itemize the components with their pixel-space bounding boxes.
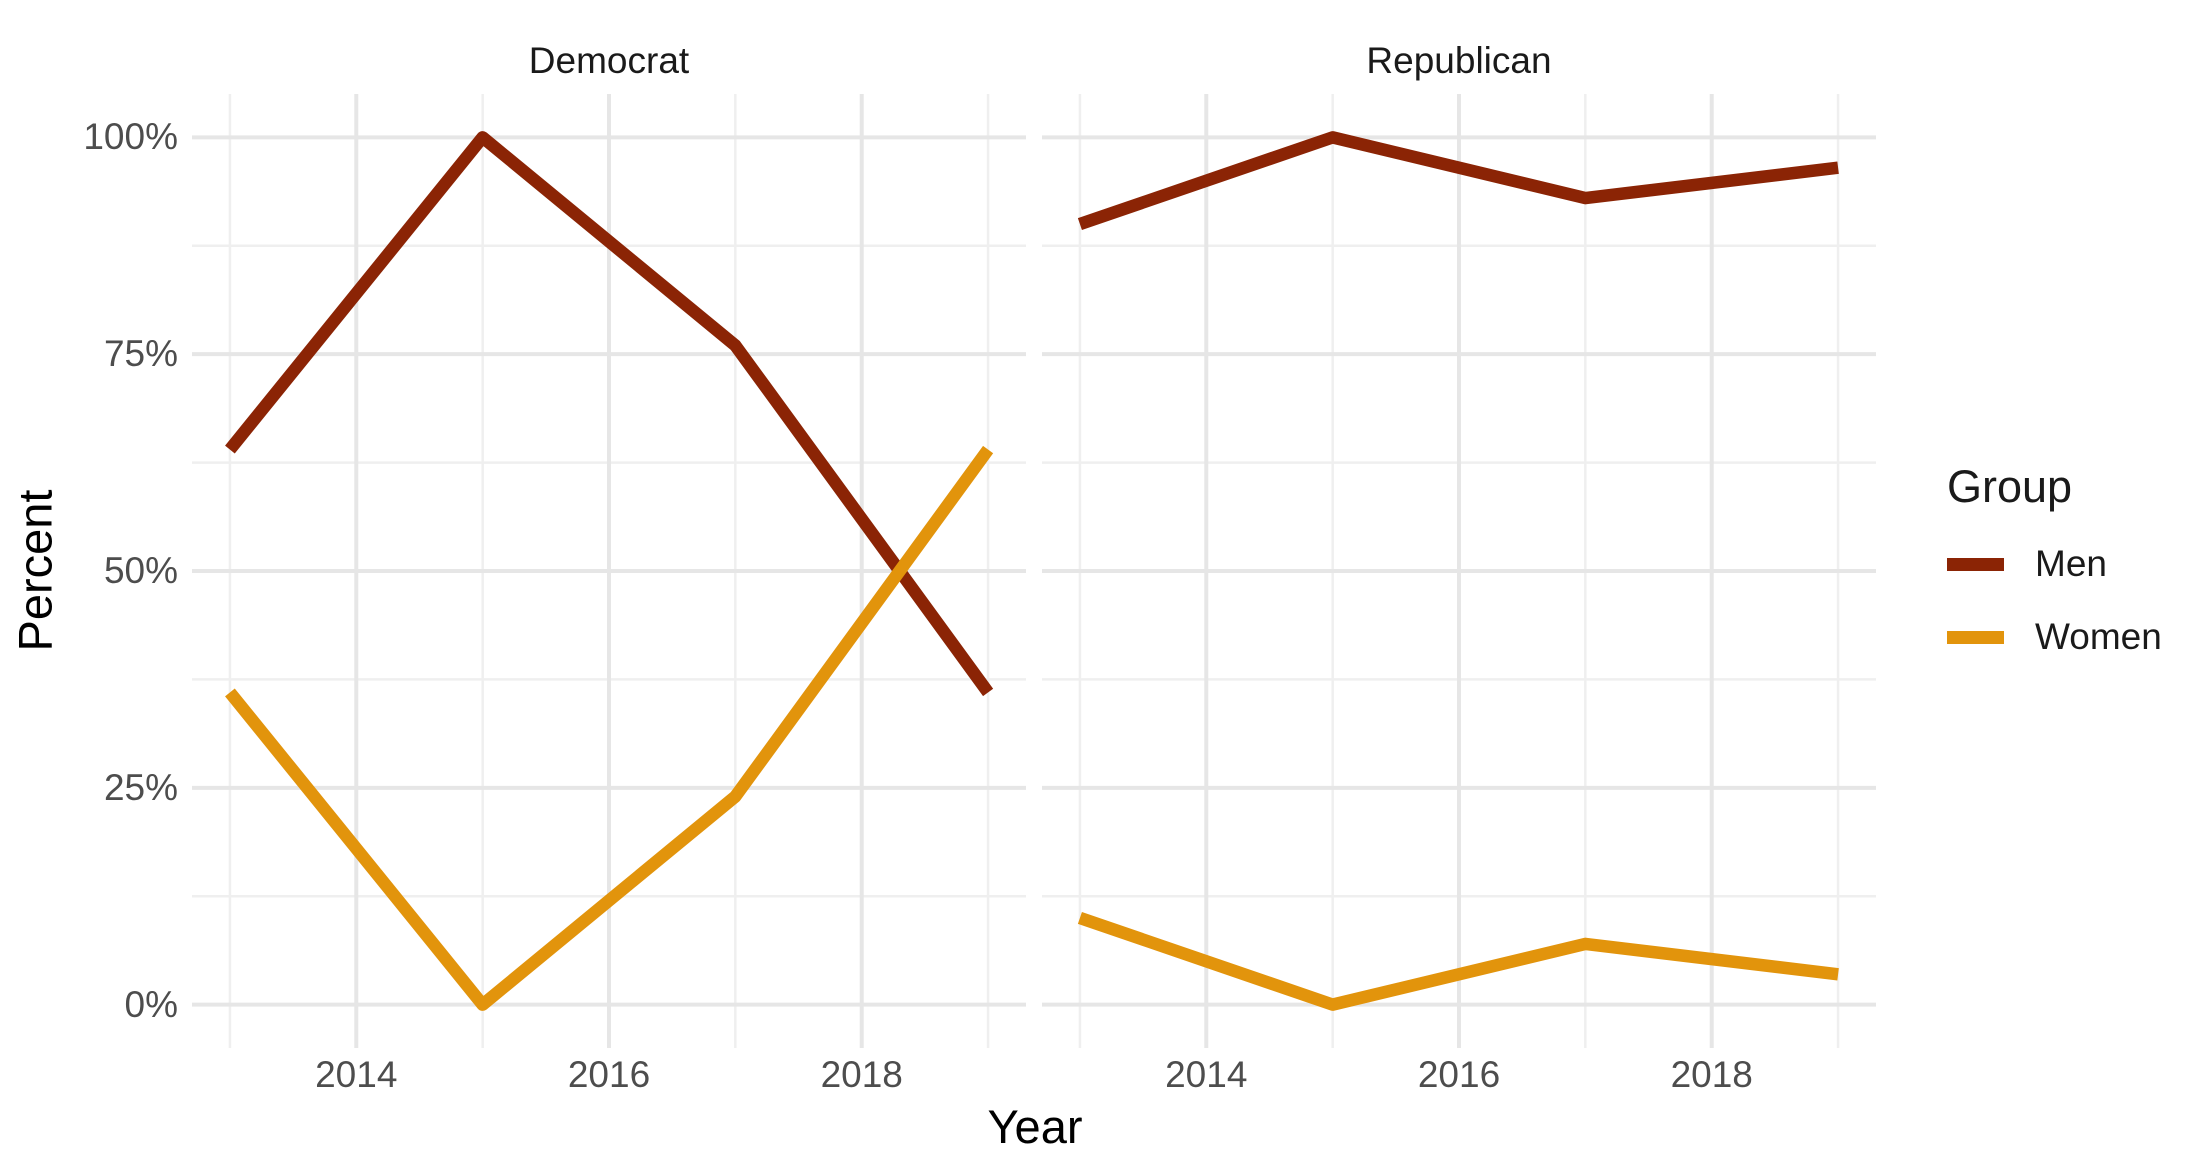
facet-title-republican: Republican	[1366, 40, 1552, 81]
women-line-swatch	[1947, 630, 2004, 644]
y-axis-tick-label: 75%	[103, 333, 178, 375]
x-axis-tick-label: 2016	[1417, 1054, 1501, 1095]
x-axis-tick-label: 2018	[1670, 1054, 1753, 1095]
y-axis-tick-label: 25%	[103, 766, 178, 808]
facet-title-democrat: Democrat	[528, 40, 690, 81]
y-axis-tick-label: 0%	[124, 983, 178, 1025]
x-axis-tick-label: 2018	[820, 1054, 903, 1095]
women-line	[1077, 911, 1839, 1011]
x-axis-tick-label: 2014	[1165, 1054, 1248, 1095]
facet-panel-democrat: Democrat	[192, 0, 1026, 1176]
legend: Group Men Women	[1944, 460, 2206, 662]
men-line-swatch	[1947, 557, 2004, 571]
men-line	[225, 131, 994, 697]
y-axis-tick-label: 100%	[83, 116, 178, 158]
legend-title: Group	[1947, 461, 2073, 512]
legend-label-women: Women	[2035, 616, 2162, 657]
x-axis-title: Year	[987, 1100, 1083, 1153]
republican-panel-plot	[1042, 94, 1876, 1048]
legend-label-men: Men	[2035, 543, 2107, 584]
facet-panel-republican: Republican	[1042, 0, 1876, 1176]
x-axis-tick-label: 2014	[315, 1054, 398, 1095]
legend-item-men: Men	[1944, 539, 2206, 589]
y-axis-tick-label: 50%	[103, 550, 178, 591]
women-line	[225, 445, 994, 1011]
men-line	[1077, 131, 1839, 231]
legend-item-women: Women	[1944, 612, 2206, 662]
democrat-panel-plot	[192, 94, 1026, 1048]
x-axis-tick-label: 2016	[567, 1054, 651, 1095]
